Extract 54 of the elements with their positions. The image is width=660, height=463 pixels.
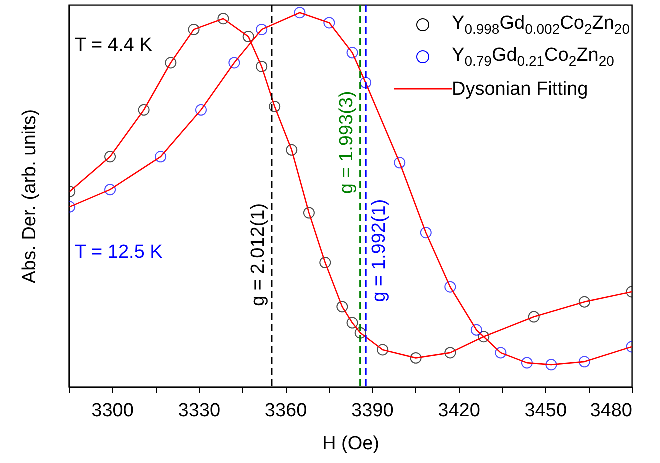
point: [578, 296, 590, 308]
point: [528, 311, 540, 323]
point: [324, 17, 336, 29]
legend-label: Dysonian Fitting: [452, 78, 588, 100]
point: [294, 7, 306, 19]
point: [521, 357, 533, 369]
legend-label: Y$_{0.998}$Gd$_{0.002}$Co$_{2}$Zn$_{20}$: [452, 13, 630, 37]
point: [346, 47, 358, 59]
annotation: T = 4.4 K: [75, 35, 153, 56]
point: [578, 356, 590, 368]
point: [104, 184, 116, 196]
x-tick-label: 3480: [590, 400, 632, 422]
point: [188, 24, 200, 36]
point: [242, 31, 254, 43]
point: [138, 104, 150, 116]
x-tick-label: 3330: [178, 400, 221, 422]
point: [303, 207, 315, 219]
point: [256, 61, 268, 72]
annotation: g = 1.992(1): [369, 199, 390, 302]
point: [354, 327, 366, 339]
annotation: g = 2.012(1): [248, 203, 269, 306]
point: [410, 352, 422, 364]
point: [218, 13, 230, 25]
x-tick-label: 3420: [438, 400, 480, 422]
point: [546, 359, 558, 371]
x-tick-label: 3360: [264, 400, 308, 422]
point: [320, 257, 332, 269]
point: [155, 151, 167, 163]
point: [394, 157, 406, 169]
point: [346, 317, 358, 329]
x-axis-title: H (Oe): [322, 434, 380, 454]
x-tick-label: 3300: [92, 400, 134, 422]
point: [444, 347, 456, 359]
x-tick-label: 3390: [352, 400, 394, 422]
point: [377, 344, 389, 356]
point: [228, 57, 240, 69]
annotation: T = 12.5 K: [75, 242, 164, 263]
point: [495, 347, 507, 359]
point: [360, 77, 372, 89]
point: [256, 24, 268, 36]
point: [470, 324, 482, 336]
point: [286, 144, 298, 156]
point: [478, 331, 490, 343]
point: [104, 151, 116, 163]
point: [444, 281, 456, 293]
point: [420, 227, 432, 239]
annotation: g = 1.993(3): [336, 91, 358, 194]
y-axis-title: Abs. Der. (arb. units): [20, 109, 40, 284]
point: [165, 57, 177, 69]
point: [336, 301, 348, 313]
point: [269, 101, 281, 112]
point: [195, 104, 207, 116]
legend-label: Y$_{0.79}$Gd$_{0.21}$Co$_{2}$Zn$_{20}$: [452, 45, 614, 69]
x-tick-label: 3450: [524, 400, 568, 422]
